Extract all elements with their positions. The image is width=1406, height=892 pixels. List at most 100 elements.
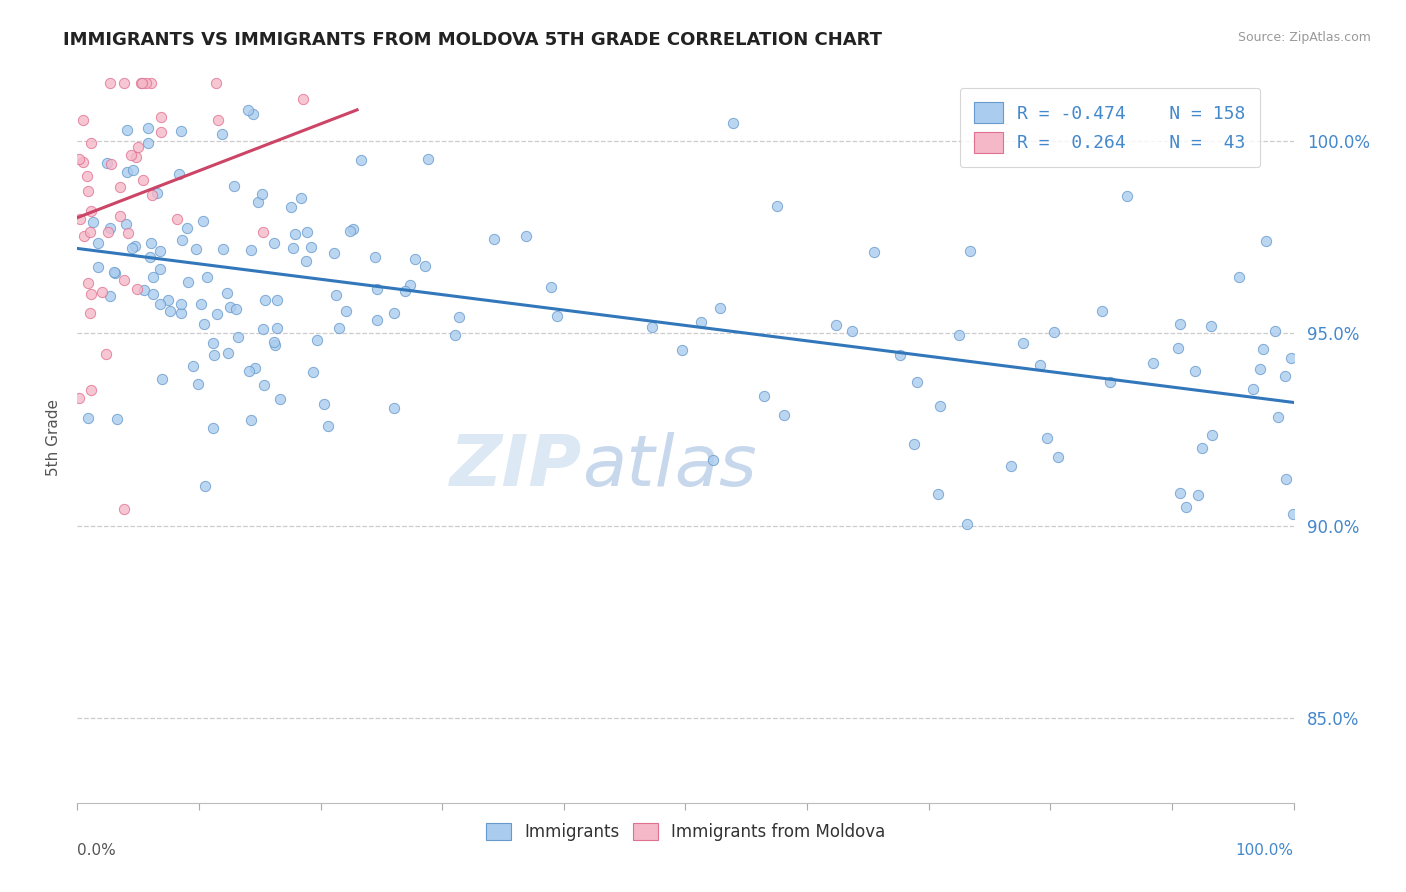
Point [1168,318,1191,332]
Point [1184,364,1206,378]
Point [124,239,146,253]
Point [207,113,229,128]
Point [1251,342,1274,356]
Point [350,153,373,168]
Point [443,328,465,343]
Point [1201,427,1223,442]
Point [1191,442,1213,456]
Point [79,306,101,320]
Point [125,282,148,296]
Point [69,212,91,227]
Point [139,250,162,264]
Point [752,389,775,403]
Point [190,296,212,310]
Point [236,103,259,118]
Point [1035,430,1057,444]
Point [72,154,94,169]
Legend: Immigrants, Immigrants from Moldova: Immigrants, Immigrants from Moldova [478,814,893,849]
Point [1142,356,1164,370]
Point [263,334,285,349]
Point [205,76,228,90]
Point [167,167,190,181]
Point [1091,304,1114,318]
Point [90,285,112,300]
Point [145,186,167,201]
Point [96,155,118,169]
Point [295,253,318,268]
Point [903,437,925,451]
Point [449,310,471,324]
Point [211,242,233,256]
Point [134,283,156,297]
Point [927,486,949,500]
Point [104,266,127,280]
Text: atlas: atlas [582,432,756,500]
Y-axis label: 5th Grade: 5th Grade [45,399,60,475]
Point [1029,359,1052,373]
Point [366,312,388,326]
Point [247,194,270,209]
Point [1254,234,1277,248]
Point [889,348,911,362]
Point [108,180,131,194]
Point [239,413,262,427]
Point [202,335,225,350]
Point [252,225,274,239]
Point [928,399,950,413]
Point [1098,375,1121,389]
Point [1267,409,1289,424]
Point [394,284,416,298]
Point [364,250,387,264]
Text: Source: ZipAtlas.com: Source: ZipAtlas.com [1237,31,1371,45]
Point [115,122,138,136]
Point [862,245,884,260]
Point [1168,485,1191,500]
Point [129,76,152,90]
Point [132,172,155,186]
Point [342,221,364,235]
Point [948,328,970,343]
Point [150,372,173,386]
Point [225,302,247,317]
Point [139,76,162,90]
Point [142,270,165,285]
Point [76,169,98,183]
Point [263,236,285,251]
Point [222,179,245,194]
Point [149,244,172,258]
Point [112,273,135,287]
Point [76,411,98,425]
Point [515,228,537,243]
Point [1043,325,1066,339]
Point [239,243,262,257]
Point [1115,189,1137,203]
Point [205,307,228,321]
Point [540,279,562,293]
Point [1000,458,1022,473]
Point [136,136,159,150]
Point [80,287,103,301]
Point [87,260,110,274]
Point [404,252,426,267]
Point [172,233,194,247]
Point [328,320,350,334]
Point [86,236,108,251]
Point [80,383,103,397]
Point [339,224,361,238]
Point [94,347,117,361]
Point [1241,382,1264,396]
Point [80,136,103,151]
Point [136,121,159,136]
Point [141,188,163,202]
Point [399,277,422,292]
Point [98,220,121,235]
Point [120,148,142,162]
Point [176,221,198,235]
Point [98,289,121,303]
Point [121,241,143,255]
Point [187,377,209,392]
Point [98,76,121,90]
Point [1281,351,1303,365]
Point [219,300,242,314]
Point [250,187,273,202]
